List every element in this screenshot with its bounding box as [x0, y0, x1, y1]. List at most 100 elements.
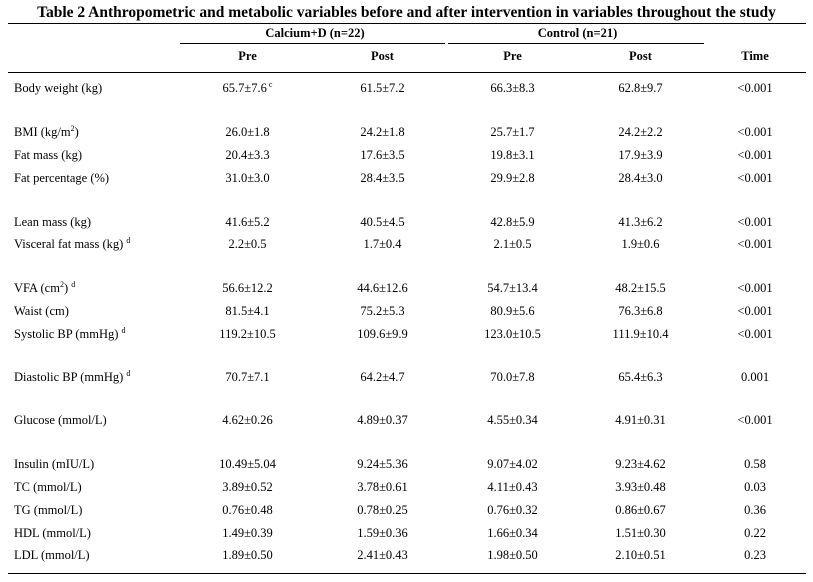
cell-value: <0.001: [737, 81, 773, 95]
row-label-text: BMI (kg/m: [14, 125, 71, 139]
cell-calcium-pre: 2.2±0.5: [185, 237, 310, 252]
cell-calcium-pre: 26.0±1.8: [185, 125, 310, 140]
cell-control-pre: 4.11±0.43: [450, 480, 575, 495]
cell-value: 54.7±13.4: [487, 281, 538, 295]
header-rule: [8, 72, 806, 73]
cell-calcium-post: 109.6±9.9: [320, 327, 445, 342]
cell-value: 28.4±3.0: [618, 171, 663, 185]
cell-calcium-pre: 0.76±0.48: [185, 503, 310, 518]
cell-calcium-post: 28.4±3.5: [320, 171, 445, 186]
cell-calcium-pre: 1.89±0.50: [185, 548, 310, 563]
cell-value: 25.7±1.7: [490, 125, 535, 139]
cell-control-post: 24.2±2.2: [578, 125, 703, 140]
cell-time-p: 0.001: [705, 370, 805, 385]
cell-value: 4.55±0.34: [487, 413, 538, 427]
cell-time-p: <0.001: [705, 304, 805, 319]
cell-value: 64.2±4.7: [360, 370, 405, 384]
cell-value: 0.76±0.48: [222, 503, 273, 517]
row-label: HDL (mmol/L): [14, 526, 91, 541]
cell-value: <0.001: [737, 327, 773, 341]
cell-calcium-pre: 119.2±10.5: [185, 327, 310, 342]
row-label: Insulin (mIU/L): [14, 457, 94, 472]
cell-control-pre: 123.0±10.5: [450, 327, 575, 342]
cell-time-p: <0.001: [705, 148, 805, 163]
cell-value: 1.89±0.50: [222, 548, 273, 562]
cell-control-post: 4.91±0.31: [578, 413, 703, 428]
row-label: Lean mass (kg): [14, 215, 91, 230]
cell-value: 0.22: [744, 526, 766, 540]
table-row: Waist (cm) 81.5±4.1 75.2±5.3 80.9±5.6 76.3±6…: [0, 304, 813, 320]
row-label: VFA (cm2) d: [14, 281, 75, 296]
cell-time-p: <0.001: [705, 413, 805, 428]
cell-time-p: <0.001: [705, 171, 805, 186]
cell-calcium-pre: 20.4±3.3: [185, 148, 310, 163]
table-row: Diastolic BP (mmHg) d 70.7±7.1 64.2±4.7 70.…: [0, 370, 813, 386]
cell-value: 9.24±5.36: [357, 457, 408, 471]
footnote-marker: d: [126, 369, 131, 378]
cell-value: 3.93±0.48: [615, 480, 666, 494]
cell-control-post: 62.8±9.7: [578, 81, 703, 96]
cell-calcium-pre: 10.49±5.04: [185, 457, 310, 472]
cell-control-pre: 54.7±13.4: [450, 281, 575, 296]
col-header-calcium-post: Post: [371, 49, 394, 63]
cell-control-post: 65.4±6.3: [578, 370, 703, 385]
row-label: Visceral fat mass (kg) d: [14, 237, 130, 252]
cell-value: 1.9±0.6: [621, 237, 660, 251]
cell-value: 44.6±12.6: [357, 281, 408, 295]
cell-value: 119.2±10.5: [219, 327, 276, 341]
cell-control-post: 111.9±10.4: [578, 327, 703, 342]
cell-control-post: 9.23±4.62: [578, 457, 703, 472]
cell-value: <0.001: [737, 171, 773, 185]
row-label-text: TC (mmol/L): [14, 480, 82, 494]
cell-calcium-pre: 81.5±4.1: [185, 304, 310, 319]
col-header-control-pre: Pre: [503, 49, 522, 63]
row-label-text: Insulin (mIU/L): [14, 457, 95, 471]
table-row: Insulin (mIU/L) 10.49±5.04 9.24±5.36 9.07±4…: [0, 457, 813, 473]
cell-value: 41.6±5.2: [225, 215, 270, 229]
cell-calcium-pre: 4.62±0.26: [185, 413, 310, 428]
col-header-control-post: Post: [629, 49, 652, 63]
cell-calcium-post: 9.24±5.36: [320, 457, 445, 472]
cell-value: 61.5±7.2: [360, 81, 405, 95]
col-header-time: Time: [741, 49, 769, 63]
cell-calcium-post: 40.5±4.5: [320, 215, 445, 230]
row-label-text: TG (mmol/L): [14, 503, 83, 517]
row-label-text: Systolic BP (mmHg): [14, 327, 119, 341]
table-row: HDL (mmol/L) 1.49±0.39 1.59±0.36 1.66±0.34 1…: [0, 526, 813, 542]
unit-superscript: 2: [59, 280, 64, 289]
cell-calcium-pre: 3.89±0.52: [185, 480, 310, 495]
table-row: BMI (kg/m2) 26.0±1.8 24.2±1.8 25.7±1.7 24.2±…: [0, 125, 813, 141]
cell-control-post: 2.10±0.51: [578, 548, 703, 563]
cell-value: 2.41±0.43: [357, 548, 408, 562]
table-row: VFA (cm2) d 56.6±12.2 44.6±12.6 54.7±13.4 48…: [0, 281, 813, 297]
cell-calcium-post: 64.2±4.7: [320, 370, 445, 385]
cell-time-p: <0.001: [705, 81, 805, 96]
row-label-text: LDL (mmol/L): [14, 548, 90, 562]
unit-superscript: 2: [70, 124, 75, 133]
bottom-rule: [8, 573, 806, 574]
cell-value: 4.11±0.43: [487, 480, 538, 494]
cell-value: 1.98±0.50: [487, 548, 538, 562]
cell-value: 123.0±10.5: [484, 327, 541, 341]
row-label-text: Fat mass (kg): [14, 148, 83, 162]
cell-value: 76.3±6.8: [618, 304, 663, 318]
footnote-marker: d: [126, 236, 131, 245]
cell-calcium-post: 3.78±0.61: [320, 480, 445, 495]
top-rule: [8, 23, 806, 24]
cell-control-pre: 29.9±2.8: [450, 171, 575, 186]
cell-value: 0.23: [744, 548, 766, 562]
row-label-text: Glucose (mmol/L): [14, 413, 107, 427]
cell-value: 17.6±3.5: [360, 148, 405, 162]
row-label: Body weight (kg): [14, 81, 102, 96]
row-label-text: Visceral fat mass (kg): [14, 237, 124, 251]
cell-time-p: 0.03: [705, 480, 805, 495]
cell-calcium-pre: 41.6±5.2: [185, 215, 310, 230]
table-row: Body weight (kg) 65.7±7.6 c 61.5±7.2 66.3±8.…: [0, 81, 813, 97]
cell-control-post: 3.93±0.48: [578, 480, 703, 495]
row-label: Fat percentage (%): [14, 171, 109, 186]
cell-control-post: 17.9±3.9: [578, 148, 703, 163]
cell-control-pre: 70.0±7.8: [450, 370, 575, 385]
cell-value: 0.03: [744, 480, 766, 494]
cell-value: 62.8±9.7: [618, 81, 663, 95]
cell-calcium-post: 75.2±5.3: [320, 304, 445, 319]
